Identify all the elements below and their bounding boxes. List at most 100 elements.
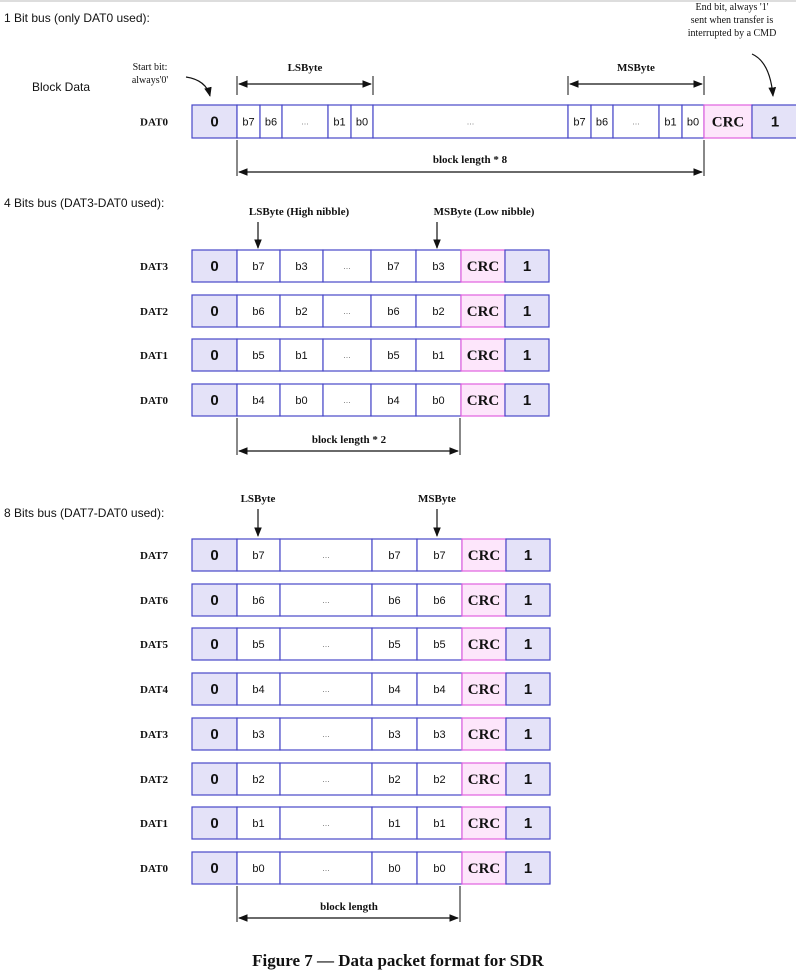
dat0-4bit-cell-bit-1: [236, 383, 281, 417]
dat0-1bit-cell-text-1: b7: [242, 117, 254, 129]
dat1-8bit-cell-text-4: b1: [433, 818, 445, 830]
block-length-label-1bit: block length * 8: [433, 154, 508, 166]
dat0-1bit-cell-end-13: [751, 104, 796, 139]
dat7-8bit-cell-text-5: CRC: [468, 548, 501, 564]
dat0-1bit-cell-text-5: b0: [356, 117, 368, 129]
dat2-4bit-cell-text-3: ...: [343, 306, 351, 316]
dat2-4bit-cell-text-6: CRC: [467, 304, 500, 320]
dat2-4bit-signal-label: DAT2: [140, 306, 168, 318]
dat2-8bit-cell-text-4: b2: [433, 774, 445, 786]
dat3-8bit-cell-text-6: 1: [524, 726, 532, 743]
dat0-1bit-cell-text-4: b1: [333, 117, 345, 129]
dat1-8bit-signal-label: DAT1: [140, 818, 168, 830]
dat3-8bit-cell-bit-4: [416, 717, 463, 751]
block-length-label-4bit: block length * 2: [312, 434, 387, 446]
dat0-8bit-cell-dots-2: [279, 851, 373, 885]
dat3-4bit-cell-text-3: ...: [343, 261, 351, 271]
end-bit-note-line2: sent when transfer is: [691, 15, 774, 26]
msbyte-label-8bit: MSByte: [418, 493, 456, 505]
dat2-4bit-cell-crc-6: [460, 294, 506, 328]
dat2-8bit-cell-bit-1: [236, 762, 281, 796]
dat2-4bit-cell-bit-4: [370, 294, 417, 328]
dat5-8bit-cell-text-0: 0: [210, 636, 218, 653]
dat1-4bit-cell-text-4: b5: [387, 350, 399, 362]
dat3-8bit-cell-bit-1: [236, 717, 281, 751]
dat0-1bit-cell-start-0: [191, 104, 238, 139]
dat1-8bit-cell-text-1: b1: [252, 818, 264, 830]
dat1-4bit-cell-end-7: [504, 338, 550, 372]
dat1-4bit-cell-text-5: b1: [432, 350, 444, 362]
dat1-4bit-cell-text-3: ...: [343, 350, 351, 360]
dat4-8bit-signal-label: DAT4: [140, 684, 168, 696]
dat2-4bit-cell-dots-3: [322, 294, 372, 328]
dat2-8bit-line: DAT2 0 b2... b2 b2 CRC 1: [140, 762, 551, 796]
dat2-4bit-cell-start-0: [191, 294, 238, 328]
section3-heading: 8 Bits bus (DAT7-DAT0 used):: [4, 506, 164, 520]
dat7-8bit-cell-text-1: b7: [252, 550, 264, 562]
dat7-8bit-line: DAT7 0 b7... b7 b7 CRC 1: [140, 538, 551, 572]
dat0-1bit-cell-text-11: b0: [687, 117, 699, 129]
dat2-4bit-cell-text-7: 1: [523, 303, 531, 320]
block-data-label: Block Data: [32, 80, 90, 94]
dat2-4bit-cell-text-1: b6: [252, 306, 264, 318]
dat4-8bit-cell-text-2: ...: [322, 684, 330, 694]
msbyte-label-4bit: MSByte (Low nibble): [434, 206, 535, 218]
dat6-8bit-cell-bit-1: [236, 583, 281, 617]
dat3-8bit-cell-text-2: ...: [322, 729, 330, 739]
dat7-8bit-cell-dots-2: [279, 538, 373, 572]
dat0-8bit-cell-bit-4: [416, 851, 463, 885]
dat0-1bit-cell-text-6: ...: [467, 117, 475, 127]
dat3-4bit-cell-text-5: b3: [432, 261, 444, 273]
dat3-8bit-line: DAT3 0 b3... b3 b3 CRC 1: [140, 717, 551, 751]
dat2-4bit-cell-bit-5: [415, 294, 462, 328]
section2-heading: 4 Bits bus (DAT3-DAT0 used):: [4, 196, 164, 210]
dat0-4bit-cell-text-2: b0: [295, 395, 307, 407]
dat0-8bit-signal-label: DAT0: [140, 863, 168, 875]
dat1-8bit-cell-text-2: ...: [322, 818, 330, 828]
dat2-4bit-cell-text-0: 0: [210, 303, 218, 320]
dat2-8bit-cell-text-2: ...: [322, 774, 330, 784]
block-length-label-8bit: block length: [320, 901, 378, 913]
dat1-8bit-cell-dots-2: [279, 806, 373, 840]
dat3-4bit-cell-crc-6: [460, 249, 506, 283]
dat1-4bit-cell-bit-1: [236, 338, 281, 372]
dat7-8bit-cell-bit-3: [371, 538, 418, 572]
dat6-8bit-cell-text-1: b6: [252, 595, 264, 607]
dat7-8bit-cell-end-6: [505, 538, 551, 572]
dat1-8bit-cell-text-6: 1: [524, 815, 532, 832]
dat3-8bit-cell-text-1: b3: [252, 729, 264, 741]
dat3-4bit-cell-text-1: b7: [252, 261, 264, 273]
dat5-8bit-cell-text-2: ...: [322, 639, 330, 649]
end-bit-curved-arrow: [751, 53, 777, 97]
dat2-8bit-cell-text-0: 0: [210, 771, 218, 788]
end-bit-note-line1: End bit, always '1': [695, 2, 768, 13]
dat3-4bit-cell-dots-3: [322, 249, 372, 283]
dat6-8bit-cell-text-5: CRC: [468, 593, 501, 609]
lsbyte-label-8bit: LSByte: [241, 493, 276, 505]
dat7-8bit-cell-text-2: ...: [322, 550, 330, 560]
dat0-8bit-cell-start-0: [191, 851, 238, 885]
dat0-8bit-line: DAT0 0 b0... b0 b0 CRC 1: [140, 851, 551, 885]
dat6-8bit-cell-text-3: b6: [388, 595, 400, 607]
dat4-8bit-cell-bit-4: [416, 672, 463, 706]
dat0-8bit-cell-text-4: b0: [433, 863, 445, 875]
msbyte-label-1bit: MSByte: [617, 62, 655, 74]
dat5-8bit-cell-text-5: CRC: [468, 637, 501, 653]
dat0-1bit-cell-dots-9: [612, 104, 660, 139]
dat4-8bit-line: DAT4 0 b4... b4 b4 CRC 1: [140, 672, 551, 706]
dat2-4bit-cell-text-5: b2: [432, 306, 444, 318]
dat0-1bit-cell-text-12: CRC: [712, 115, 745, 131]
dat3-8bit-signal-label: DAT3: [140, 729, 168, 741]
dat0-4bit-cell-text-1: b4: [252, 395, 264, 407]
dat6-8bit-line: DAT6 0 b6... b6 b6 CRC 1: [140, 583, 551, 617]
dat5-8bit-cell-start-0: [191, 627, 238, 661]
dat1-4bit-cell-dots-3: [322, 338, 372, 372]
dat0-1bit-signal-label: DAT0: [140, 117, 168, 129]
dat0-1bit-cell-text-13: 1: [771, 114, 779, 131]
dat2-8bit-cell-text-3: b2: [388, 774, 400, 786]
dat3-4bit-line: DAT3 0 b7 b3... b7 b3 CRC 1: [140, 249, 550, 283]
dat0-4bit-cell-text-4: b4: [387, 395, 399, 407]
dat0-1bit-cell-crc-12: [703, 104, 753, 139]
dat0-8bit-cell-end-6: [505, 851, 551, 885]
